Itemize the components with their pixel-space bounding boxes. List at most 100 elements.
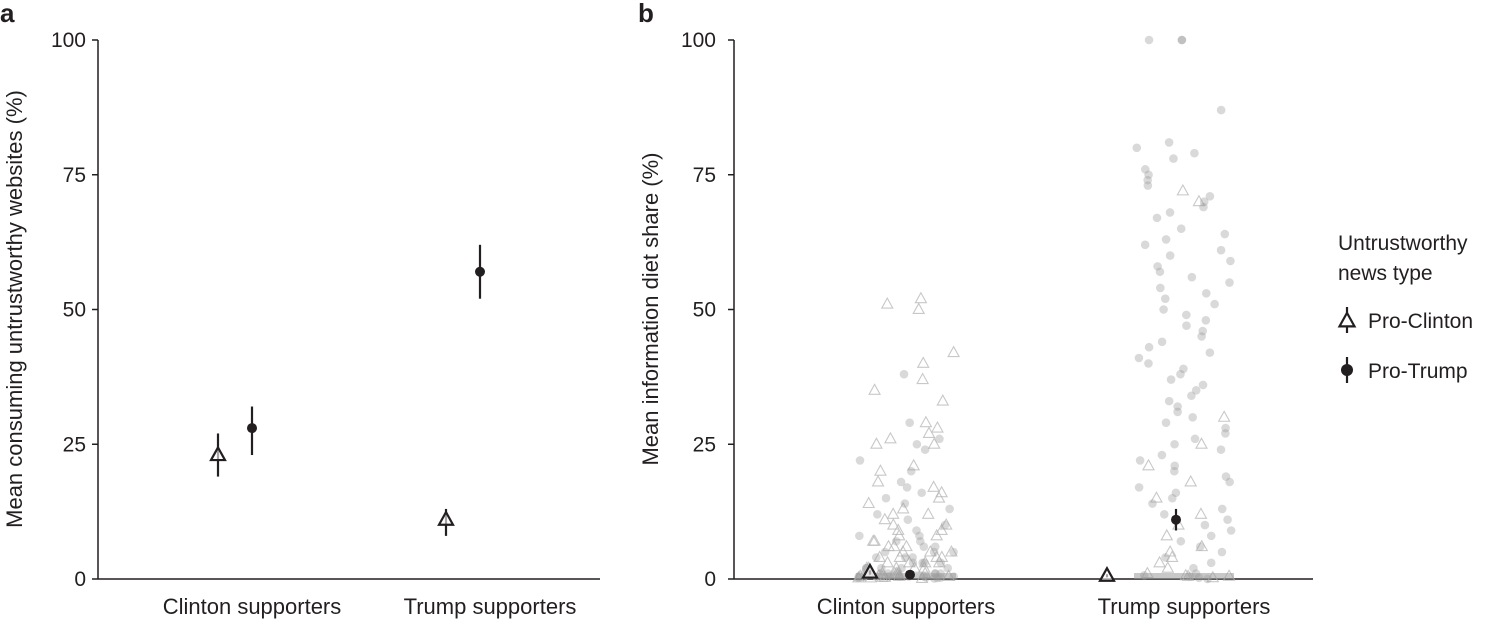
data-point-pro-trump [1177,35,1187,45]
data-point-pro-trump [1140,240,1150,250]
data-point-pro-trump [1221,423,1230,433]
data-point-pro-trump [901,553,910,562]
y-tick-label: 0 [74,568,86,591]
data-point-pro-trump [1165,251,1175,260]
data-point-pro-trump [1169,154,1178,163]
data-point-pro-clinton [1195,539,1209,552]
data-point-pro-clinton [880,297,894,309]
data-point-pro-trump [1182,310,1191,320]
data-point-pro-clinton [878,512,892,525]
data-point-pro-trump [1135,456,1145,465]
data-point-pro-trump [930,542,940,551]
y-tick-label: 100 [681,29,716,52]
y-tick-label: 25 [693,433,716,456]
data-point-pro-trump [918,558,927,568]
data-point-pro-trump [855,456,865,465]
data-point-pro-trump [1148,499,1157,508]
data-point-pro-trump [1157,450,1167,460]
data-point-pro-trump [1132,143,1142,153]
data-point-pro-trump [1140,165,1150,174]
data-point-pro-trump [881,493,891,503]
data-point-pro-clinton [932,491,946,503]
data-point-pro-clinton [1142,458,1155,471]
panel-b-y-axis-title: Mean information diet share (%) [638,152,663,465]
data-point-pro-clinton [932,555,946,568]
data-point-pro-trump [1171,488,1181,498]
data-point-pro-trump [1221,429,1230,438]
data-point-pro-trump [1170,439,1179,449]
data-point-pro-trump [935,434,944,444]
data-point-pro-clinton [887,539,901,552]
data-point-pro-trump [1170,461,1180,471]
data-point-pro-trump [1160,294,1170,304]
data-point-pro-clinton [889,561,903,573]
data-point-pro-trump [906,466,916,476]
data-point-pro-trump [943,563,952,573]
summary-point-pro-trump [1171,514,1181,525]
data-point-pro-clinton [1150,491,1163,503]
data-point-pro-clinton [886,507,900,519]
data-point-pro-trump [1190,434,1200,444]
data-point-pro-clinton [907,458,921,471]
panel-b-y-ticks: 0 25 50 75 100 [681,29,734,591]
data-point-pro-trump [896,477,906,487]
data-point-pro-trump [1200,520,1210,530]
data-point-pro-clinton [868,383,882,395]
legend-key-pro-trump [1341,364,1353,376]
data-point-pro-trump [1179,364,1188,374]
data-point-pro-trump [912,439,922,449]
data-point-pro-clinton [916,356,930,368]
data-point-pro-trump [1176,369,1185,379]
data-point-pro-trump [1201,315,1211,325]
y-tick-label: 0 [704,568,716,591]
legend-key-pro-clinton [1337,310,1357,328]
data-point-pro-clinton [914,291,928,304]
y-tick-label: 50 [693,299,716,322]
data-point-pro-clinton [1194,507,1208,519]
data-point-pro-trump [1159,305,1168,314]
data-point-pro-trump [1165,208,1175,217]
data-point-pro-clinton [921,507,935,519]
data-point-pro-trump [903,515,913,525]
data-point-pro-clinton [931,421,944,433]
data-point-pro-trump [1206,558,1216,568]
data-point-pro-trump [1198,326,1208,336]
legend: Untrustworthy news type Pro-Clinton Pro-T… [1337,232,1473,383]
data-point-pro-clinton [891,523,905,536]
data-point-pro-trump [1195,542,1205,551]
data-point-pro-clinton [935,523,949,536]
data-point-pro-trump [873,510,882,519]
data-point-pro-trump [1199,202,1208,212]
baseline-point-band [1134,573,1234,579]
data-point-pro-clinton [1153,555,1167,568]
data-point-pro-trump [905,418,914,427]
y-tick-label: 25 [63,433,86,456]
data-point-pro-trump [1188,413,1197,422]
data-point-pro-trump [1187,391,1196,401]
data-point-pro-clinton [873,550,887,562]
legend-title-line-1: Untrustworthy [1338,232,1468,255]
data-point-pro-trump [1187,272,1197,282]
data-point-pro-trump [1226,256,1235,266]
data-point-pro-trump [1156,283,1165,293]
data-point-pro-trump [1189,563,1198,573]
data-point-pro-trump [1161,553,1170,562]
data-point-pro-clinton [919,415,933,428]
data-point-pro-trump [940,520,950,530]
x-category-label: Clinton supporters [163,594,342,619]
data-point-pro-trump [1164,396,1174,406]
data-point-pro-trump [1144,35,1154,45]
data-point-pro-trump [1161,418,1171,427]
data-point-pro-trump [880,547,890,557]
data-point-pro-clinton [1176,183,1190,196]
data-point-pro-trump [1144,170,1153,180]
legend-items: Pro-Clinton Pro-Trump [1337,307,1473,383]
data-point-pro-trump [1216,105,1226,115]
data-point-pro-clinton [870,437,883,449]
summary-point-pro-trump [475,266,485,277]
data-point-pro-trump [1167,493,1177,503]
data-point-pro-trump [1205,348,1215,357]
x-category-label: Trump supporters [1098,594,1271,619]
data-point-pro-trump [1176,224,1186,233]
